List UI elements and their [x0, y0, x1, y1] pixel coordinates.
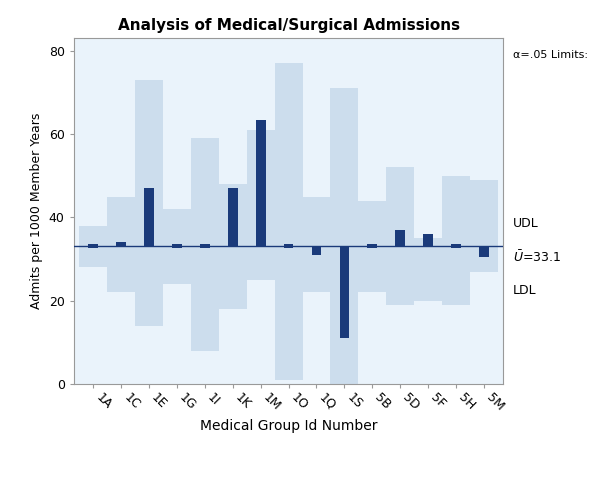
Bar	[442, 176, 470, 305]
Bar	[274, 63, 303, 380]
Bar	[284, 244, 293, 248]
Bar	[163, 209, 191, 284]
X-axis label: Medical Group Id Number: Medical Group Id Number	[200, 419, 378, 433]
Bar	[107, 197, 135, 292]
Bar	[359, 201, 386, 292]
Bar	[414, 238, 442, 301]
Bar	[135, 80, 163, 326]
Bar	[256, 120, 266, 246]
Bar	[88, 244, 98, 248]
Text: UDL: UDL	[513, 216, 538, 230]
Bar	[470, 180, 498, 272]
Bar	[191, 138, 219, 351]
Bar	[330, 88, 359, 384]
Bar	[172, 244, 182, 248]
Text: LDL: LDL	[513, 284, 536, 297]
Bar	[367, 244, 377, 248]
Bar	[144, 188, 154, 246]
Y-axis label: Admits per 1000 Member Years: Admits per 1000 Member Years	[30, 113, 43, 310]
Text: α=.05 Limits:: α=.05 Limits:	[513, 50, 588, 60]
Bar	[116, 242, 126, 246]
Bar	[228, 188, 238, 246]
Bar	[312, 246, 321, 255]
Bar	[303, 197, 330, 292]
Bar	[79, 226, 107, 267]
Text: $\bar{U}$=33.1: $\bar{U}$=33.1	[513, 249, 561, 264]
Bar	[219, 184, 247, 309]
Bar	[200, 244, 210, 248]
Bar	[423, 234, 433, 246]
Bar	[247, 130, 274, 280]
Bar	[395, 230, 405, 246]
Bar	[451, 244, 461, 248]
Title: Analysis of Medical/Surgical Admissions: Analysis of Medical/Surgical Admissions	[117, 18, 460, 33]
Bar	[386, 168, 414, 305]
Bar	[479, 246, 489, 257]
Bar	[340, 246, 349, 338]
